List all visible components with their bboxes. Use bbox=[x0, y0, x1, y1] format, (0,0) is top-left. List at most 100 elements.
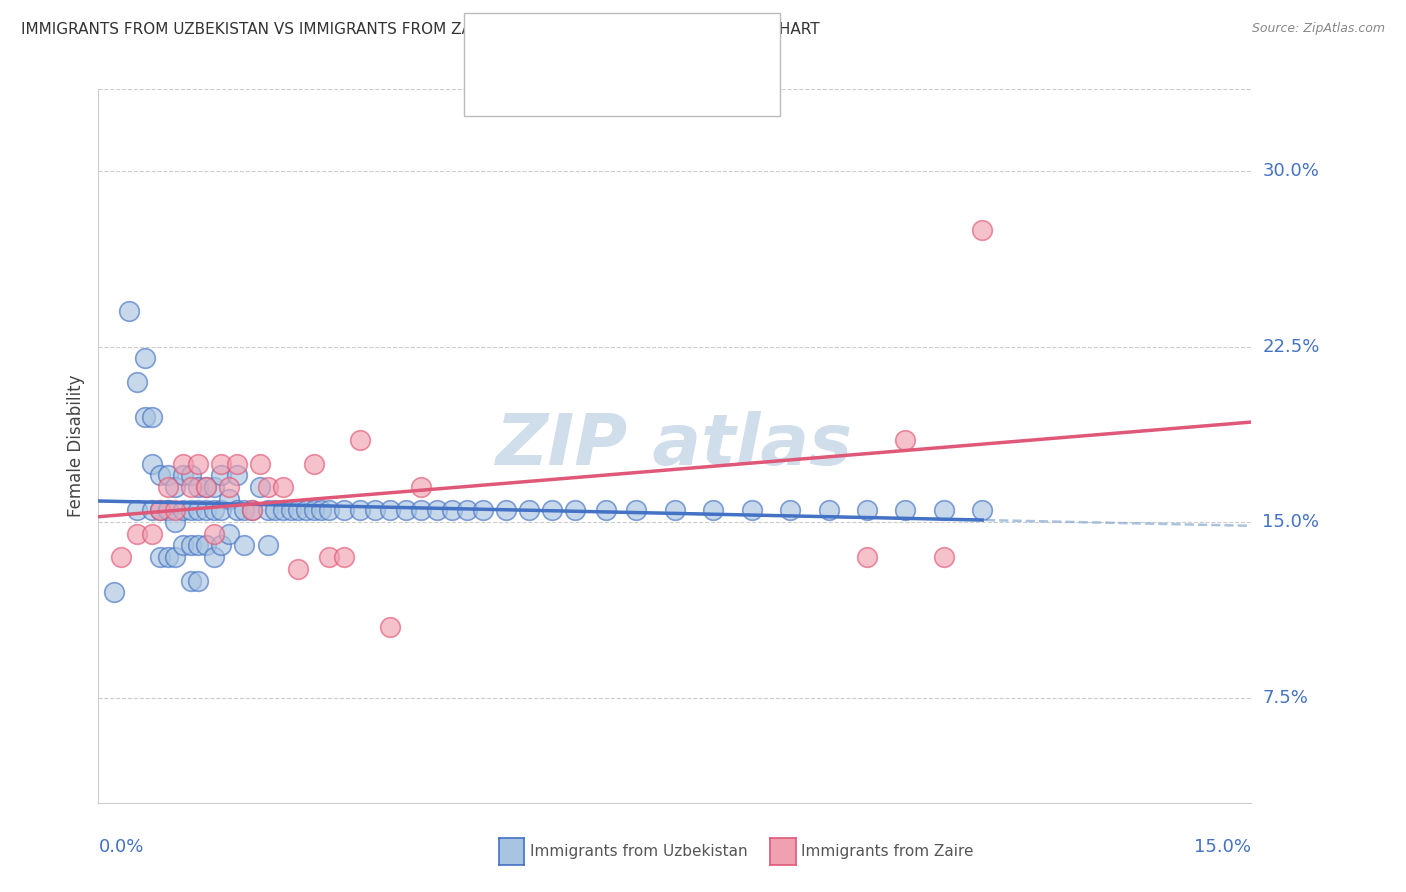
Point bbox=[125, 375, 148, 389]
Point bbox=[195, 480, 218, 494]
Point bbox=[209, 538, 232, 552]
Point bbox=[380, 503, 402, 517]
Point bbox=[302, 503, 325, 517]
Text: 22.5%: 22.5% bbox=[1263, 337, 1320, 356]
Point bbox=[240, 503, 263, 517]
Point bbox=[134, 351, 156, 366]
Point bbox=[187, 538, 209, 552]
Point bbox=[180, 480, 202, 494]
Text: N =: N = bbox=[624, 76, 676, 94]
Point bbox=[202, 550, 225, 565]
Point bbox=[110, 550, 132, 565]
Point bbox=[225, 468, 247, 483]
Point bbox=[165, 515, 187, 529]
Point bbox=[156, 468, 179, 483]
Point bbox=[264, 503, 287, 517]
Point bbox=[595, 503, 617, 517]
Text: Immigrants from Uzbekistan: Immigrants from Uzbekistan bbox=[530, 845, 748, 859]
Point bbox=[817, 503, 839, 517]
Point bbox=[156, 503, 179, 517]
Point bbox=[180, 574, 202, 588]
Point bbox=[517, 503, 540, 517]
Point bbox=[180, 538, 202, 552]
Point bbox=[626, 503, 648, 517]
Text: 7.5%: 7.5% bbox=[1263, 689, 1309, 706]
Point bbox=[180, 503, 202, 517]
Point bbox=[218, 526, 240, 541]
Point bbox=[333, 550, 356, 565]
Point bbox=[349, 503, 371, 517]
Text: R =: R = bbox=[519, 36, 558, 54]
Point bbox=[972, 503, 994, 517]
Point bbox=[395, 503, 418, 517]
Point bbox=[209, 468, 232, 483]
Point bbox=[426, 503, 449, 517]
Point bbox=[856, 503, 879, 517]
Point bbox=[172, 457, 194, 471]
Point bbox=[233, 503, 256, 517]
Point bbox=[103, 585, 125, 599]
Point bbox=[118, 304, 141, 318]
Point bbox=[187, 457, 209, 471]
Text: 0.0%: 0.0% bbox=[98, 838, 143, 855]
Point bbox=[287, 562, 309, 576]
Point bbox=[202, 526, 225, 541]
Text: 0.526: 0.526 bbox=[565, 76, 621, 94]
Point bbox=[856, 550, 879, 565]
Point bbox=[295, 503, 318, 517]
Point bbox=[318, 503, 340, 517]
Point bbox=[209, 503, 232, 517]
Point bbox=[141, 503, 163, 517]
Point bbox=[165, 550, 187, 565]
Point bbox=[249, 457, 271, 471]
Point bbox=[141, 526, 163, 541]
Point bbox=[165, 480, 187, 494]
Text: 15.0%: 15.0% bbox=[1263, 513, 1319, 531]
Point bbox=[218, 491, 240, 506]
Point bbox=[240, 503, 263, 517]
Point bbox=[972, 222, 994, 236]
Point bbox=[318, 550, 340, 565]
Text: Source: ZipAtlas.com: Source: ZipAtlas.com bbox=[1251, 22, 1385, 36]
Point bbox=[149, 468, 172, 483]
Point bbox=[209, 457, 232, 471]
Point bbox=[187, 503, 209, 517]
Point bbox=[456, 503, 478, 517]
Text: IMMIGRANTS FROM UZBEKISTAN VS IMMIGRANTS FROM ZAIRE FEMALE DISABILITY CORRELATIO: IMMIGRANTS FROM UZBEKISTAN VS IMMIGRANTS… bbox=[21, 22, 820, 37]
Point bbox=[180, 468, 202, 483]
Point bbox=[149, 503, 172, 517]
Point bbox=[125, 503, 148, 517]
Point bbox=[172, 538, 194, 552]
Point bbox=[141, 457, 163, 471]
Point bbox=[172, 468, 194, 483]
Point bbox=[172, 503, 194, 517]
Point bbox=[195, 538, 218, 552]
Point bbox=[256, 538, 278, 552]
Text: 29: 29 bbox=[685, 76, 710, 94]
Point bbox=[271, 503, 294, 517]
Text: 15.0%: 15.0% bbox=[1194, 838, 1251, 855]
Point bbox=[411, 480, 433, 494]
Point bbox=[195, 503, 218, 517]
Point bbox=[894, 433, 917, 447]
Point bbox=[280, 503, 302, 517]
Point bbox=[233, 538, 256, 552]
Point bbox=[218, 480, 240, 494]
Point bbox=[287, 503, 309, 517]
Point bbox=[134, 409, 156, 424]
Point bbox=[932, 550, 955, 565]
Point bbox=[495, 503, 517, 517]
Point bbox=[149, 503, 172, 517]
Point bbox=[149, 550, 172, 565]
Point bbox=[202, 503, 225, 517]
Point bbox=[156, 550, 179, 565]
Point bbox=[141, 409, 163, 424]
Text: ZIP atlas: ZIP atlas bbox=[496, 411, 853, 481]
Point bbox=[664, 503, 686, 517]
Point bbox=[311, 503, 333, 517]
Point bbox=[302, 457, 325, 471]
Point bbox=[225, 457, 247, 471]
Point bbox=[741, 503, 763, 517]
Point bbox=[187, 574, 209, 588]
Point bbox=[541, 503, 564, 517]
